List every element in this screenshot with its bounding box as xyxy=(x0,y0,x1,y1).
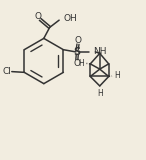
Text: NH: NH xyxy=(93,47,106,56)
Text: S: S xyxy=(74,47,81,57)
Text: O: O xyxy=(73,59,80,68)
Text: H: H xyxy=(97,89,103,98)
Text: O: O xyxy=(35,12,42,21)
Text: Cl: Cl xyxy=(2,67,11,76)
Text: H: H xyxy=(114,71,120,80)
Text: OH: OH xyxy=(64,14,78,23)
Text: H: H xyxy=(79,59,84,68)
Text: O: O xyxy=(74,36,81,45)
Text: ..: .. xyxy=(89,61,93,66)
